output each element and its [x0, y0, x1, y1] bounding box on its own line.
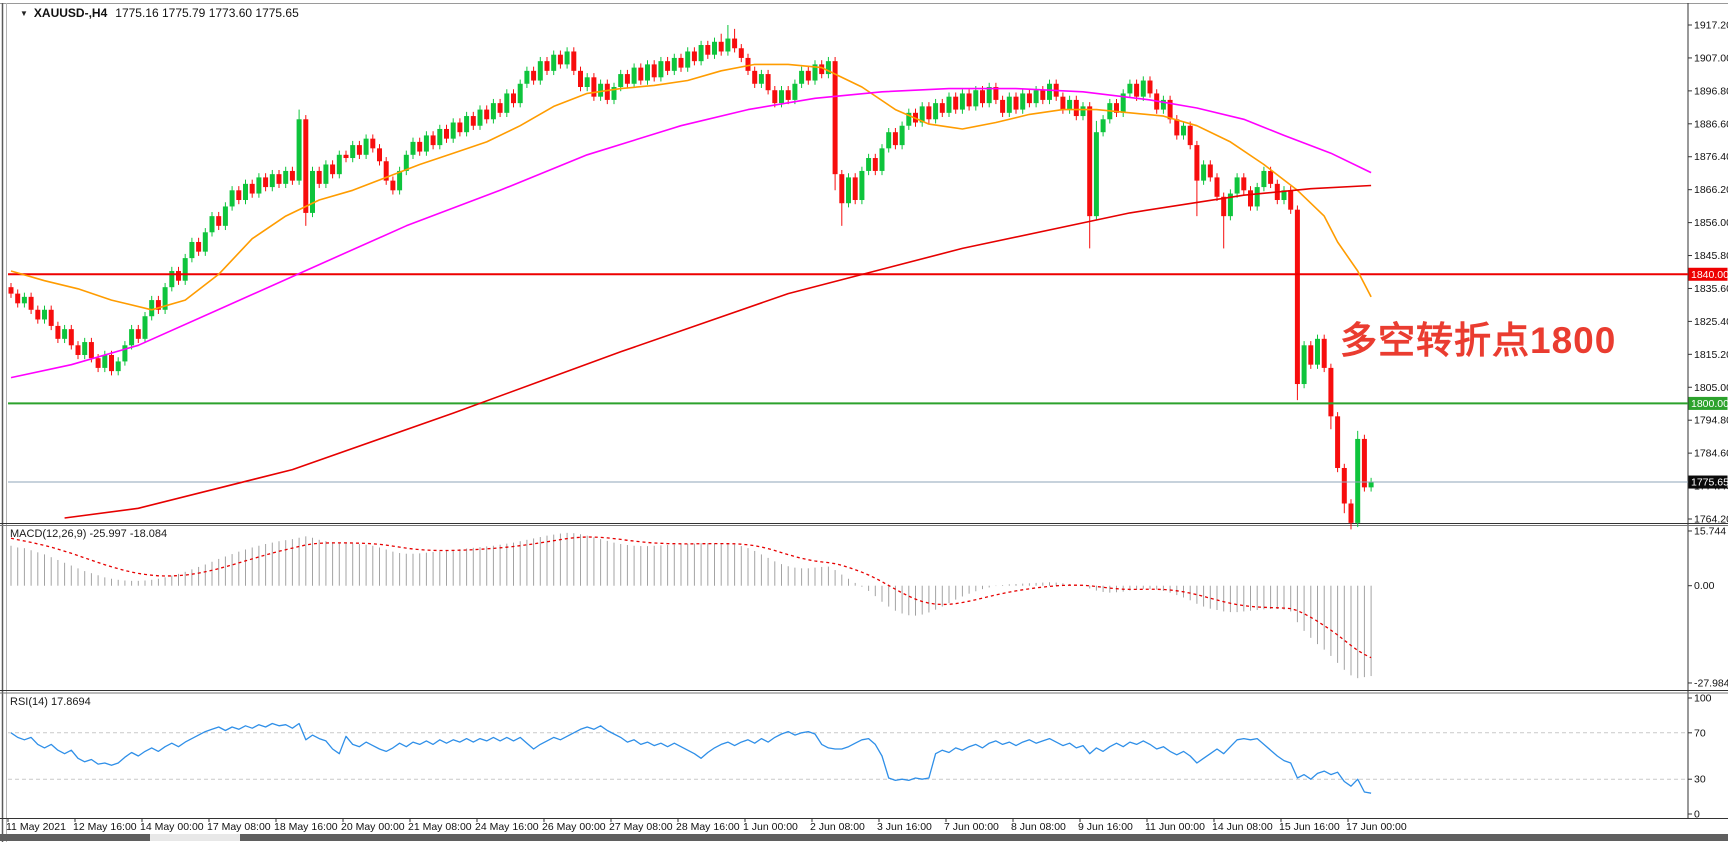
time-tick-label: 3 Jun 16:00	[877, 821, 932, 833]
price-badge-label: 1800.00	[1691, 398, 1728, 410]
horizontal-scrollbar[interactable]	[0, 834, 1728, 841]
macd-tick-label: 0.00	[1694, 580, 1715, 592]
rsi-tick-label: 70	[1694, 727, 1706, 739]
price-badge-label: 1840.00	[1691, 269, 1728, 281]
macd-name-label: MACD(12,26,9)	[10, 528, 87, 540]
ohlc-values-label: 1775.16 1775.79 1773.60 1775.65	[115, 6, 299, 20]
price-tick-label: 1784.60	[1694, 448, 1728, 460]
scrollbar-thumb[interactable]	[240, 834, 1728, 841]
time-tick-label: 14 Jun 08:00	[1212, 821, 1273, 833]
rsi-tick-label: 100	[1694, 693, 1712, 705]
macd-values-label: -25.997 -18.084	[89, 528, 168, 540]
time-tick-label: 11 May 2021	[6, 821, 66, 833]
time-tick-label: 17 May 08:00	[207, 821, 271, 833]
time-tick-label: 14 May 00:00	[140, 821, 204, 833]
rsi-name-label: RSI(14) 17.8694	[10, 696, 91, 708]
time-tick-label: 15 Jun 16:00	[1279, 821, 1340, 833]
price-tick-label: 1866.20	[1694, 184, 1728, 196]
time-tick-label: 27 May 08:00	[609, 821, 673, 833]
ma-fast-orange-line	[10, 63, 1372, 311]
time-tick-label: 26 May 00:00	[542, 821, 606, 833]
price-tick-label: 1886.60	[1694, 118, 1728, 130]
time-tick-label: 11 Jun 00:00	[1145, 821, 1205, 833]
price-tick-label: 1856.00	[1694, 217, 1728, 229]
time-tick-label: 9 Jun 16:00	[1078, 821, 1133, 833]
price-badge-support	[1688, 396, 1728, 410]
price-axis: 1917.20 1907.00 1896.80 1886.60 1876.40 1866.…	[1688, 20, 1728, 526]
symbol-timeframe-label: XAUUSD-,H4	[33, 6, 108, 20]
price-tick-label: 1835.60	[1694, 283, 1728, 295]
price-badge-bid	[1688, 475, 1728, 489]
price-tick-label: 1815.20	[1694, 349, 1728, 361]
price-tick-label: 1845.80	[1694, 250, 1728, 262]
price-tick-label: 1764.20	[1694, 514, 1728, 526]
price-tick-label: 1825.40	[1694, 316, 1728, 328]
ma-slow-red-line	[64, 184, 1372, 519]
price-tick-label: 1805.00	[1694, 382, 1728, 394]
time-tick-label: 21 May 08:00	[408, 821, 472, 833]
price-tick-label: 1896.80	[1694, 85, 1728, 97]
window-frame	[0, 3, 1728, 842]
macd-axis: 15.744 0.00 -27.984	[1688, 525, 1728, 689]
rsi-tick-label: 0	[1694, 809, 1700, 821]
price-tick-label: 1876.40	[1694, 151, 1728, 163]
rsi-axis: 100 70 30 0	[1688, 693, 1712, 821]
scrollbar-segment[interactable]	[0, 834, 150, 841]
price-badge-resistance	[1688, 267, 1728, 281]
macd-tick-label: 15.744	[1694, 525, 1726, 537]
rsi-indicator-label: RSI(14) 17.8694	[10, 696, 91, 708]
time-tick-label: 8 Jun 08:00	[1011, 821, 1066, 833]
macd-indicator-label: MACD(12,26,9) -25.997 -18.084	[10, 528, 167, 540]
time-tick-label: 18 May 16:00	[274, 821, 338, 833]
rsi-tick-label: 30	[1694, 774, 1706, 786]
time-axis: 11 May 2021 12 May 16:00 14 May 00:00 17 Ma…	[6, 818, 1407, 833]
time-tick-label: 28 May 16:00	[676, 821, 740, 833]
price-level-lines[interactable]	[8, 273, 1688, 483]
price-tick-label: 1917.20	[1694, 20, 1728, 32]
chart-title-bar: ▼ XAUUSD-,H4 1775.16 1775.79 1773.60 1775.…	[20, 6, 299, 20]
time-tick-label: 20 May 00:00	[341, 821, 405, 833]
macd-histogram	[10, 532, 1372, 679]
macd-tick-label: -27.984	[1694, 677, 1728, 689]
time-tick-label: 17 Jun 00:00	[1346, 821, 1407, 833]
time-tick-label: 7 Jun 00:00	[944, 821, 999, 833]
time-tick-label: 2 Jun 08:00	[810, 821, 865, 833]
price-tick-label: 1794.80	[1694, 415, 1728, 427]
time-tick-label: 24 May 16:00	[475, 821, 539, 833]
price-badges: 1840.00 1800.00 1775.65	[1688, 267, 1728, 489]
rsi-line	[10, 722, 1372, 794]
price-tick-label: 1907.00	[1694, 52, 1728, 64]
ma-mid-magenta-line	[10, 87, 1372, 379]
time-tick-label: 1 Jun 00:00	[743, 821, 798, 833]
annotation-text: 多空转折点1800	[1340, 320, 1617, 361]
candles-layer	[8, 25, 1374, 530]
price-badge-label: 1775.65	[1691, 477, 1728, 489]
time-tick-label: 12 May 16:00	[73, 821, 137, 833]
macd-signal-line	[10, 536, 1372, 659]
ohlc-toggle-triangle-icon[interactable]: ▼	[20, 9, 28, 18]
